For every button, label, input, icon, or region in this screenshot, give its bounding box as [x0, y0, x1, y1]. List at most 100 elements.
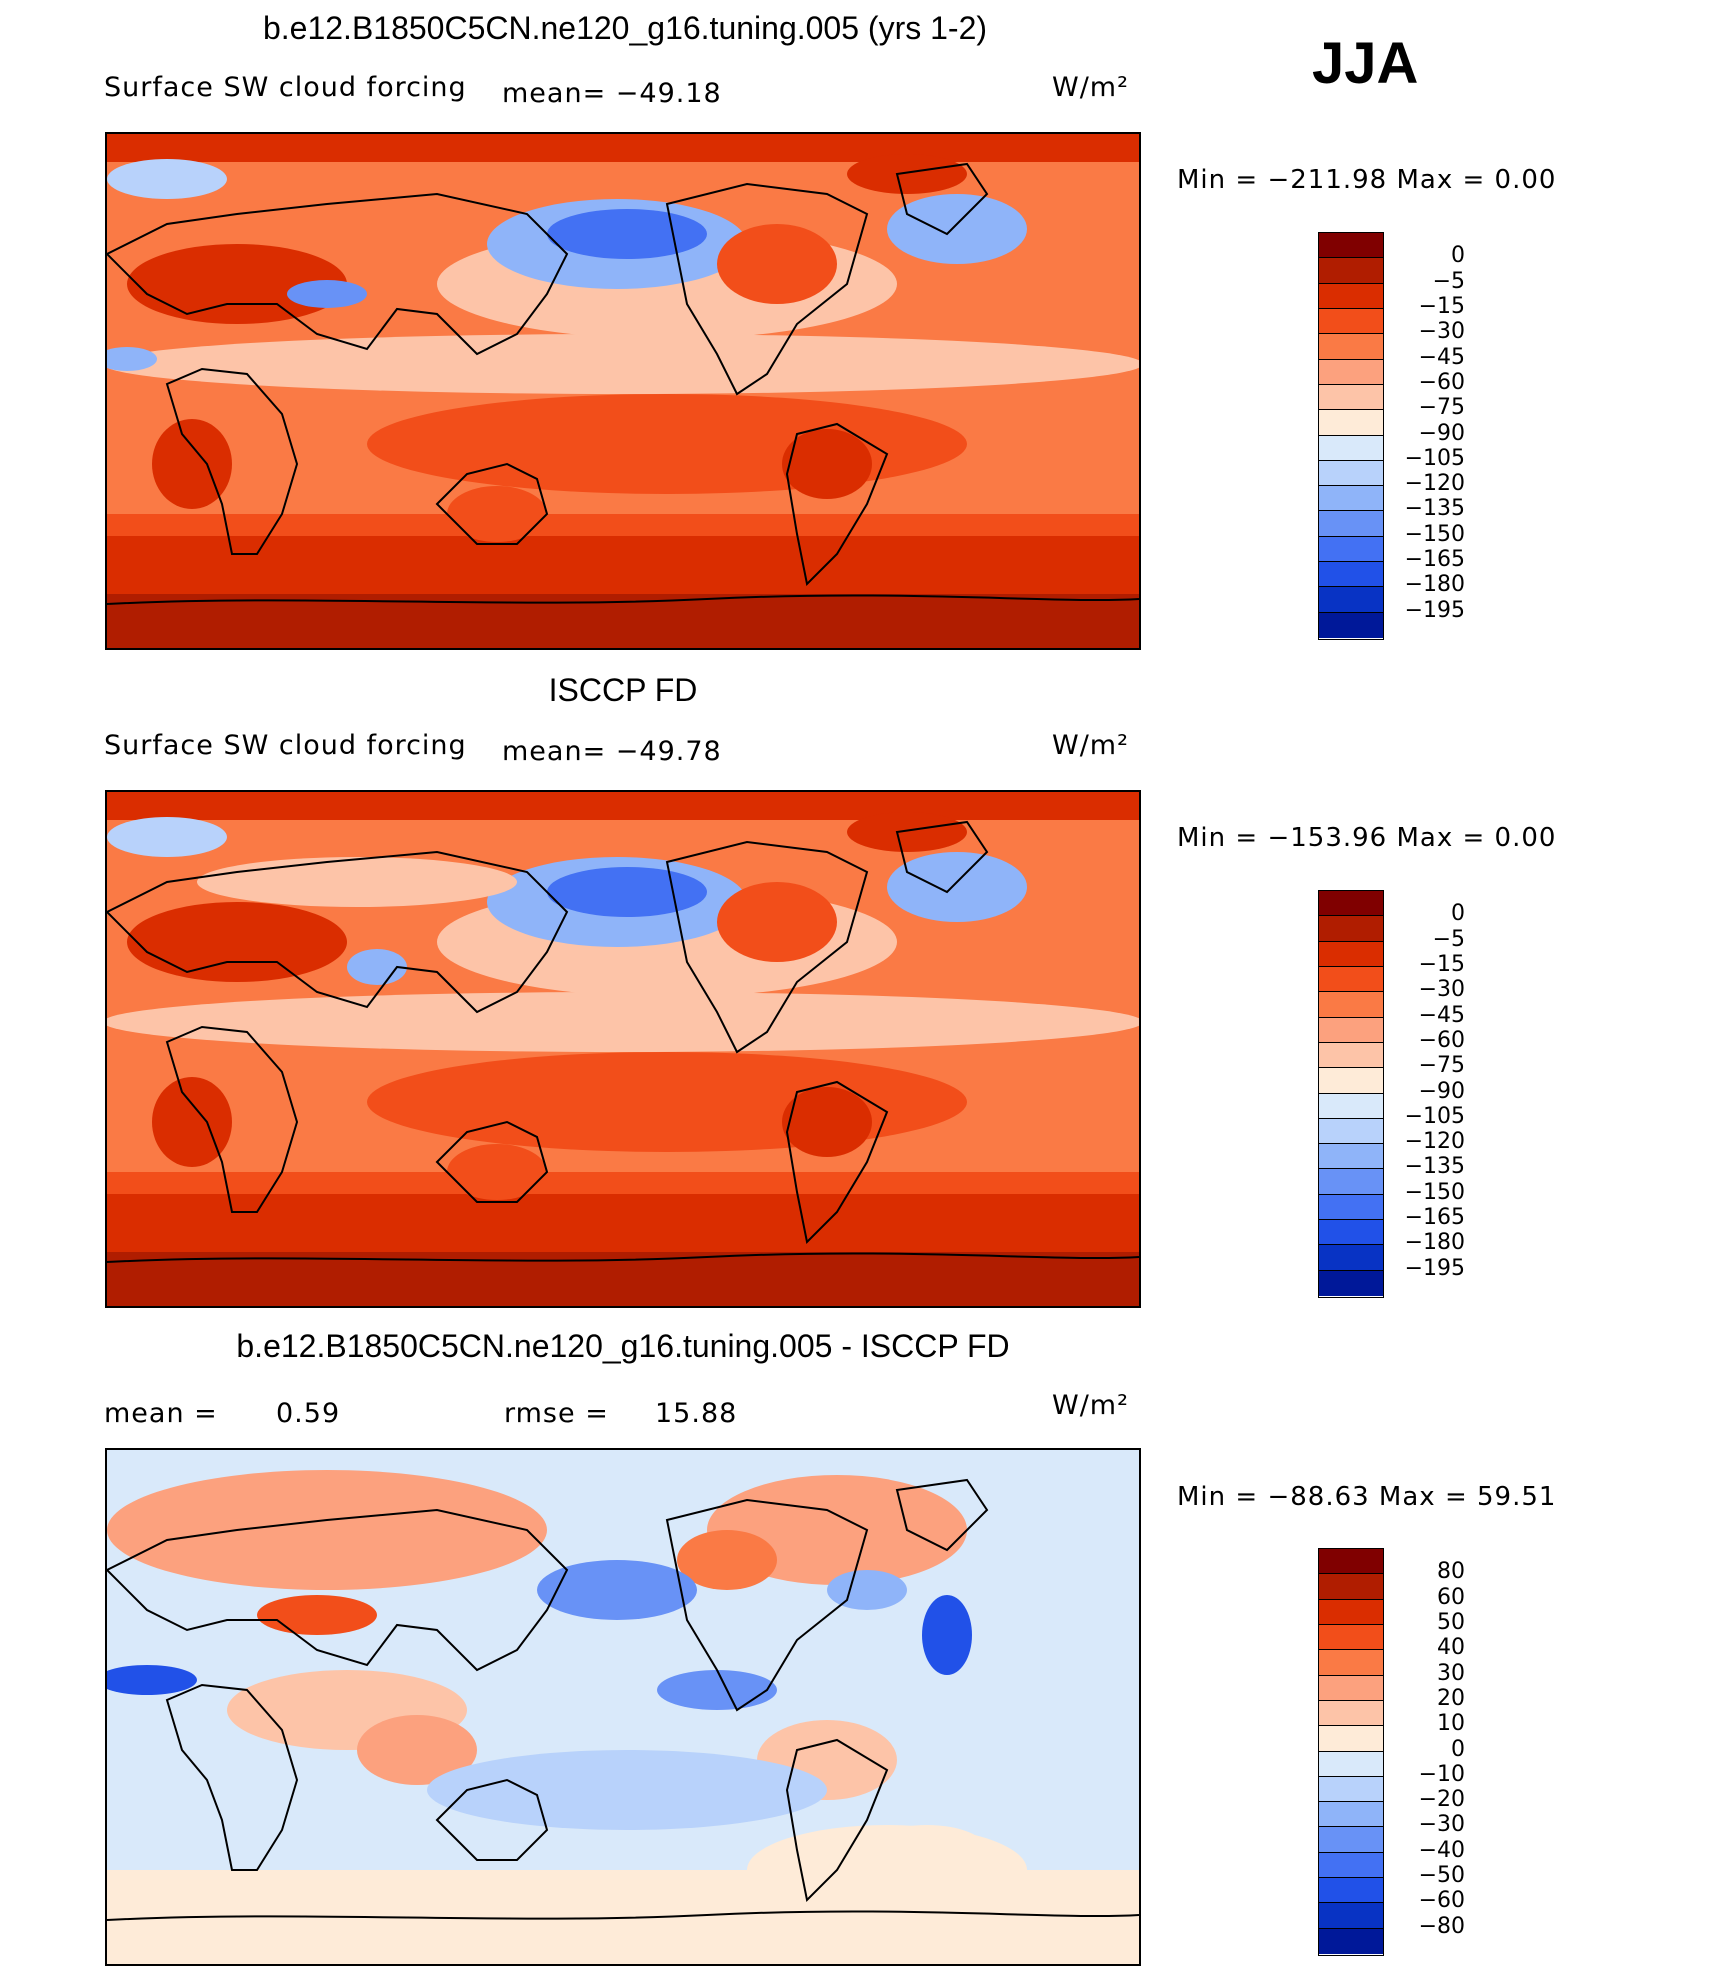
colorbar-swatch [1319, 966, 1383, 993]
panel2-mean: mean= −49.78 [502, 736, 722, 767]
panel2-variable: Surface SW cloud forcing [104, 730, 467, 761]
colorbar-label: −60 [1418, 369, 1465, 395]
colorbar-label: −10 [1418, 1761, 1465, 1787]
colorbar-swatch [1319, 1194, 1383, 1221]
colorbar-swatch [1319, 1068, 1383, 1094]
colorbar-label: 40 [1437, 1635, 1465, 1661]
panel3-title: b.e12.B1850C5CN.ne120_g16.tuning.005 - I… [236, 1328, 1010, 1364]
panel1-field [107, 134, 1139, 648]
colorbar-swatch [1319, 384, 1383, 411]
colorbar-swatch [1319, 410, 1383, 436]
colorbar-label: −105 [1404, 1103, 1465, 1129]
colorbar-swatch [1319, 1802, 1383, 1828]
colorbar-label: 0 [1451, 901, 1465, 927]
colorbar-swatch [1319, 1624, 1383, 1651]
panel1-mean: mean= −49.18 [502, 78, 722, 109]
colorbar-label: −30 [1418, 1812, 1465, 1838]
colorbar-label: −50 [1418, 1863, 1465, 1889]
colorbar-swatch [1319, 1726, 1383, 1752]
colorbar-label: 80 [1437, 1559, 1465, 1585]
colorbar-label: −150 [1404, 1179, 1465, 1205]
panel3-minmax: Min = −88.63 Max = 59.51 [1177, 1482, 1557, 1512]
colorbar-swatch [1319, 562, 1383, 588]
colorbar-swatch [1319, 1700, 1383, 1727]
colorbar-swatch [1319, 308, 1383, 335]
colorbar-swatch [1319, 1169, 1383, 1195]
colorbar-swatch [1319, 1042, 1383, 1069]
colorbar-label: −45 [1418, 1002, 1465, 1028]
colorbar-label: −75 [1418, 1053, 1465, 1079]
colorbar-label: 0 [1451, 1736, 1465, 1762]
colorbar-swatch [1319, 1928, 1383, 1954]
colorbar-label: −15 [1418, 951, 1465, 977]
colorbar-swatch [1319, 1827, 1383, 1853]
colorbar-label: −180 [1404, 1230, 1465, 1256]
colorbar-label: −75 [1418, 395, 1465, 421]
colorbar-swatch [1319, 916, 1383, 942]
colorbar-label: −150 [1404, 521, 1465, 547]
colorbar-swatch [1319, 612, 1383, 638]
colorbar-label: 30 [1437, 1660, 1465, 1686]
colorbar-label: −180 [1404, 572, 1465, 598]
colorbar-label: −40 [1418, 1837, 1465, 1863]
colorbar-label: −165 [1404, 547, 1465, 573]
colorbar-swatch [1319, 486, 1383, 512]
colorbar-label: −195 [1404, 1255, 1465, 1281]
colorbar-swatch [1319, 1270, 1383, 1296]
colorbar-label: −5 [1432, 926, 1465, 952]
colorbar-swatch [1319, 460, 1383, 487]
panel3-rmse-label: rmse = [504, 1398, 609, 1429]
colorbar-swatch [1319, 1751, 1383, 1777]
colorbar-label: −30 [1418, 319, 1465, 345]
colorbar-swatch [1319, 1599, 1383, 1625]
colorbar-swatch [1319, 233, 1383, 259]
panel2-field [107, 792, 1139, 1306]
colorbar-label: 60 [1437, 1584, 1465, 1610]
colorbar-label: −45 [1418, 344, 1465, 370]
panel2-minmax: Min = −153.96 Max = 0.00 [1177, 823, 1557, 853]
panel3-map [105, 1448, 1141, 1966]
colorbar-swatch [1319, 1903, 1383, 1929]
colorbar-label: −60 [1418, 1027, 1465, 1053]
colorbar-swatch [1319, 1852, 1383, 1879]
colorbar-swatch [1319, 1878, 1383, 1904]
colorbar-label: −5 [1432, 268, 1465, 294]
colorbar-label: −135 [1404, 1154, 1465, 1180]
colorbar-swatch [1319, 941, 1383, 967]
colorbar-swatch [1319, 1549, 1383, 1575]
colorbar-label: −20 [1418, 1787, 1465, 1813]
panel2-units: W/m² [1052, 730, 1129, 761]
colorbar-swatch [1319, 283, 1383, 309]
colorbar-label: −195 [1404, 597, 1465, 623]
panel3-colorbar [1318, 1548, 1384, 1956]
colorbar-label: −60 [1418, 1888, 1465, 1914]
colorbar-swatch [1319, 511, 1383, 537]
colorbar-label: −30 [1418, 977, 1465, 1003]
panel1-units: W/m² [1052, 72, 1129, 103]
colorbar-swatch [1319, 992, 1383, 1018]
colorbar-swatch [1319, 1776, 1383, 1803]
colorbar-swatch [1319, 1650, 1383, 1676]
colorbar-label: 10 [1437, 1711, 1465, 1737]
panel2-title: ISCCP FD [548, 672, 698, 708]
colorbar-swatch [1319, 359, 1383, 385]
colorbar-label: 20 [1437, 1685, 1465, 1711]
colorbar-swatch [1319, 1118, 1383, 1145]
colorbar-swatch [1319, 587, 1383, 613]
panel3-field [107, 1450, 1139, 1964]
panel3-rmse-value: 15.88 [655, 1398, 738, 1429]
colorbar-swatch [1319, 1017, 1383, 1043]
colorbar-label: −80 [1418, 1913, 1465, 1939]
panel1-minmax: Min = −211.98 Max = 0.00 [1177, 165, 1557, 195]
colorbar-label: 50 [1437, 1609, 1465, 1635]
colorbar-swatch [1319, 258, 1383, 284]
panel2-map [105, 790, 1141, 1308]
colorbar-label: −90 [1418, 1078, 1465, 1104]
colorbar-swatch [1319, 1675, 1383, 1701]
colorbar-label: −165 [1404, 1205, 1465, 1231]
colorbar-swatch [1319, 1574, 1383, 1600]
colorbar-swatch [1319, 1144, 1383, 1170]
panel3-mean-value: 0.59 [276, 1398, 341, 1429]
colorbar-label: −105 [1404, 445, 1465, 471]
colorbar-swatch [1319, 1245, 1383, 1271]
